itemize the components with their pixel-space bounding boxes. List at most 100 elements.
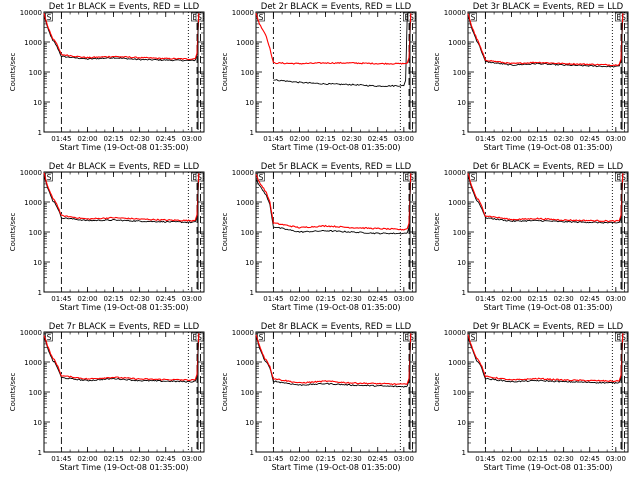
marker-label: E	[616, 13, 621, 22]
series-line	[467, 333, 624, 383]
detector-panel: Det 8r BLACK = Events, RED = LLD 1 10 100 10…	[221, 322, 417, 472]
y-axis-label: Counts/sec	[433, 373, 441, 412]
y-tick-label: 10000	[232, 169, 254, 177]
x-axis-label: Start Time (19-Oct-08 01:35:00)	[59, 303, 188, 312]
x-tick-label: 02:30	[554, 135, 574, 143]
x-tick-label: 03:00	[182, 455, 202, 463]
x-tick-label: 02:15	[315, 295, 335, 303]
y-axis-label: Counts/sec	[221, 373, 229, 412]
x-tick-label: 03:00	[606, 455, 626, 463]
x-tick-label: 03:00	[606, 135, 626, 143]
series-line	[43, 172, 200, 222]
x-tick-label: 01:45	[475, 455, 495, 463]
y-tick-label: 10	[245, 99, 254, 107]
y-axis-label: Counts/sec	[433, 213, 441, 252]
y-axis-label: Counts/sec	[9, 53, 17, 92]
x-axis-label: Start Time (19-Oct-08 01:35:00)	[483, 463, 612, 472]
marker-box	[195, 12, 204, 22]
marker-box	[407, 172, 416, 182]
x-tick-label: 02:00	[501, 455, 521, 463]
y-axis-label: Counts/sec	[433, 53, 441, 92]
plot-frame	[43, 171, 205, 293]
y-axis-label: Counts/sec	[221, 213, 229, 252]
marker-label: S	[197, 333, 202, 342]
y-tick-label: 10	[33, 419, 42, 427]
series-line	[467, 173, 624, 223]
marker-label: S	[621, 173, 626, 182]
marker-label: S	[621, 13, 626, 22]
x-tick-label: 02:30	[130, 455, 150, 463]
x-axis-label: Start Time (19-Oct-08 01:35:00)	[271, 303, 400, 312]
y-tick-label: 10	[33, 259, 42, 267]
series-line	[43, 13, 200, 61]
y-axis-label: Counts/sec	[221, 53, 229, 92]
x-tick-label: 02:00	[289, 295, 309, 303]
plot-frame	[43, 11, 205, 133]
x-tick-label: 02:30	[342, 455, 362, 463]
x-tick-label: 02:15	[527, 455, 547, 463]
x-tick-label: 02:00	[77, 135, 97, 143]
y-axis-label: Counts/sec	[9, 213, 17, 252]
x-tick-label: 02:45	[156, 295, 176, 303]
x-tick-label: 01:45	[51, 455, 71, 463]
y-tick-label: 100	[453, 229, 466, 237]
y-tick-label: 1	[250, 289, 254, 297]
y-tick-label: 10	[33, 99, 42, 107]
series-line	[43, 173, 200, 224]
y-tick-label: 10	[245, 419, 254, 427]
y-tick-label: 1000	[448, 359, 466, 367]
x-tick-label: 01:45	[263, 295, 283, 303]
y-tick-label: 1	[250, 449, 254, 457]
x-tick-label: 03:00	[394, 135, 414, 143]
y-tick-label: 1000	[24, 39, 42, 47]
y-tick-label: 100	[29, 69, 42, 77]
y-tick-label: 10	[457, 99, 466, 107]
marker-label: S	[409, 13, 414, 22]
y-tick-label: 1	[38, 449, 42, 457]
panel-title: Det 9r BLACK = Events, RED = LLD	[473, 322, 624, 332]
y-tick-label: 10000	[444, 169, 466, 177]
series-line	[273, 13, 408, 87]
marker-label: S	[409, 333, 414, 342]
x-tick-label: 02:45	[156, 135, 176, 143]
panel-title: Det 3r BLACK = Events, RED = LLD	[473, 2, 624, 12]
y-tick-label: 1	[38, 289, 42, 297]
plot-frame	[43, 331, 205, 453]
plot-frame	[255, 171, 417, 293]
y-tick-label: 1000	[24, 199, 42, 207]
x-tick-label: 02:15	[315, 135, 335, 143]
y-tick-label: 10	[245, 259, 254, 267]
y-tick-label: 10000	[444, 9, 466, 17]
y-tick-label: 1	[462, 289, 466, 297]
x-tick-label: 02:15	[527, 295, 547, 303]
y-tick-label: 1000	[448, 39, 466, 47]
y-tick-label: 1000	[24, 359, 42, 367]
marker-box	[195, 332, 204, 342]
y-tick-label: 1	[38, 129, 42, 137]
x-tick-label: 02:30	[342, 135, 362, 143]
y-tick-label: 100	[453, 69, 466, 77]
marker-label: S	[259, 333, 264, 342]
series-line	[255, 173, 412, 235]
x-tick-label: 02:00	[501, 295, 521, 303]
detector-panel: Det 5r BLACK = Events, RED = LLD 1 10 100 10…	[221, 162, 417, 312]
detector-panel: Det 4r BLACK = Events, RED = LLD 1 10 100 10…	[9, 162, 205, 312]
y-tick-label: 10	[457, 259, 466, 267]
x-tick-label: 02:30	[554, 455, 574, 463]
series-line	[43, 13, 200, 62]
series-line	[43, 333, 200, 383]
x-tick-label: 02:45	[580, 295, 600, 303]
series-line	[255, 333, 412, 388]
x-tick-label: 02:30	[130, 135, 150, 143]
y-tick-label: 1000	[236, 359, 254, 367]
marker-label: S	[197, 173, 202, 182]
marker-label: S	[259, 13, 264, 22]
panel-title: Det 6r BLACK = Events, RED = LLD	[473, 162, 624, 172]
marker-label: S	[471, 173, 476, 182]
x-tick-label: 03:00	[606, 295, 626, 303]
x-tick-label: 02:00	[501, 135, 521, 143]
x-tick-label: 02:30	[130, 295, 150, 303]
panel-title: Det 8r BLACK = Events, RED = LLD	[261, 322, 412, 332]
plot-frame	[467, 11, 629, 133]
series-line	[255, 13, 412, 65]
